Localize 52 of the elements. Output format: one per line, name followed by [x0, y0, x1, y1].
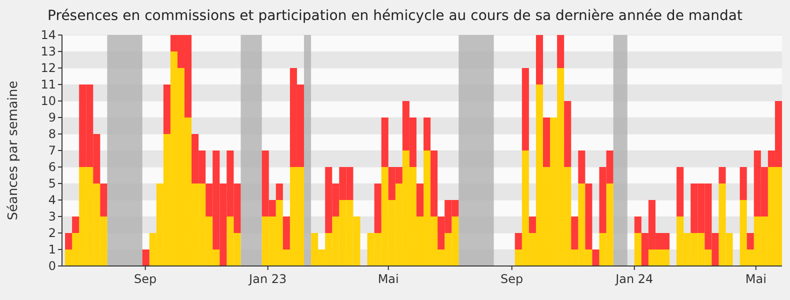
bar — [528, 216, 536, 233]
bar — [65, 233, 72, 250]
x-tick-label: Mai — [745, 272, 766, 286]
y-tick-label: 2 — [48, 226, 56, 240]
bar — [416, 184, 424, 216]
x-tick-label: Jan 23 — [248, 272, 287, 286]
y-tick-label: 14 — [40, 28, 56, 42]
bar — [536, 35, 544, 84]
bar — [374, 184, 382, 233]
bar — [585, 184, 592, 250]
y-tick-label: 6 — [48, 160, 56, 174]
bar — [381, 118, 388, 167]
y-axis-title: Séances par semaine — [6, 80, 21, 220]
bar — [634, 233, 642, 266]
y-tick-label: 3 — [48, 210, 56, 224]
x-tick-label: Mai — [378, 272, 399, 286]
y-tick-label: 8 — [48, 127, 56, 142]
bar — [564, 101, 572, 167]
bar — [430, 150, 438, 216]
bar — [592, 250, 600, 266]
y-tick-label: 13 — [40, 44, 56, 59]
x-tick-label: Sep — [134, 272, 157, 286]
x-tick-label: Jan 24 — [614, 272, 654, 286]
y-tick-label: 5 — [48, 176, 56, 191]
bar — [571, 216, 578, 250]
y-tick-label: 11 — [40, 78, 56, 92]
bar — [100, 184, 108, 216]
bar — [543, 118, 550, 167]
bar — [746, 233, 754, 250]
bar — [276, 184, 283, 200]
bar — [514, 233, 522, 250]
y-tick-label: 0 — [48, 259, 56, 274]
y-tick-label: 4 — [48, 193, 56, 208]
chart-title: Présences en commissions et participation en hémicycle au cours de sa dernière année de mandat — [48, 8, 743, 24]
bar — [72, 216, 80, 233]
bar — [142, 250, 150, 266]
bar — [282, 216, 290, 250]
bar — [424, 118, 431, 150]
bar — [718, 167, 726, 184]
bar — [634, 216, 642, 233]
bar — [522, 68, 529, 150]
y-tick-label: 1 — [48, 242, 56, 257]
bar — [557, 35, 564, 68]
y-tick-label: 7 — [48, 144, 56, 158]
bar — [578, 150, 586, 184]
y-tick-label: 9 — [48, 110, 56, 125]
bar — [676, 167, 684, 216]
x-tick-label: Sep — [500, 272, 524, 286]
bar — [163, 84, 170, 134]
y-tick-label: 12 — [40, 61, 56, 76]
bar — [740, 167, 747, 200]
y-tick-label: 10 — [40, 94, 56, 108]
